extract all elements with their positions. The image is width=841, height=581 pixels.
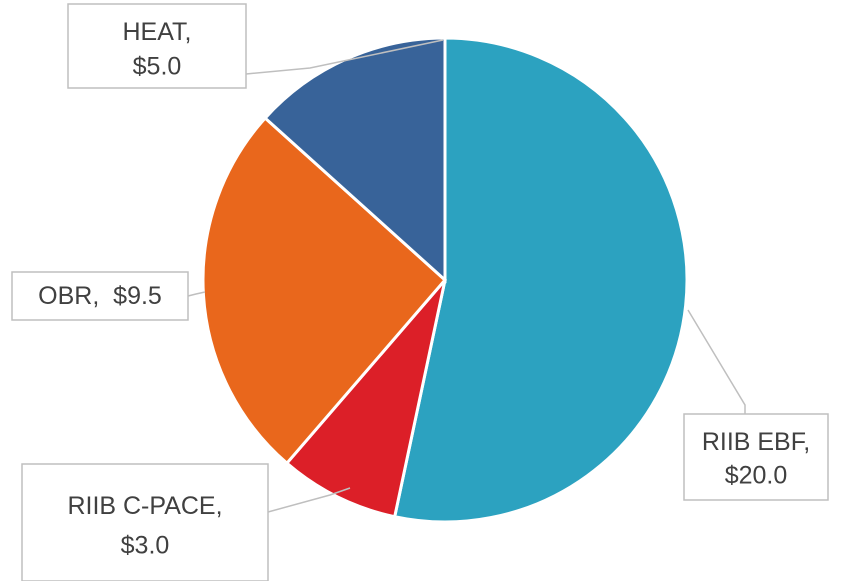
value-label: $5.0: [133, 53, 182, 81]
value-label: $9.5: [113, 282, 162, 310]
leader-line: [687, 309, 746, 414]
data-label: RIIB C-PACE,: [67, 492, 222, 520]
label-box: [11, 271, 189, 321]
label-box: [683, 413, 829, 501]
pie-slice: [392, 36, 689, 524]
category-label: RIIB C-PACE: [67, 492, 215, 520]
data-label: RIIB EBF,: [702, 428, 810, 456]
pie-slice: [201, 115, 448, 466]
category-label: HEAT: [122, 18, 187, 46]
comma: ,: [216, 492, 223, 520]
pie-slice: [284, 279, 447, 519]
value-label: $20.0: [725, 462, 788, 490]
category-label: RIIB EBF: [702, 428, 806, 456]
data-label: OBR, $9.5: [38, 282, 162, 310]
value-label: $3.0: [121, 532, 170, 560]
pie-slice: [263, 36, 447, 284]
comma: ,: [803, 428, 810, 456]
leader-line: [267, 487, 351, 513]
label-box: [21, 463, 269, 581]
data-label: HEAT,: [122, 18, 191, 46]
leader-line: [245, 39, 444, 75]
leader-line: [187, 291, 206, 297]
label-box: [67, 3, 247, 89]
category-label: OBR: [38, 282, 92, 310]
comma: ,: [185, 18, 192, 46]
comma: ,: [92, 282, 113, 310]
